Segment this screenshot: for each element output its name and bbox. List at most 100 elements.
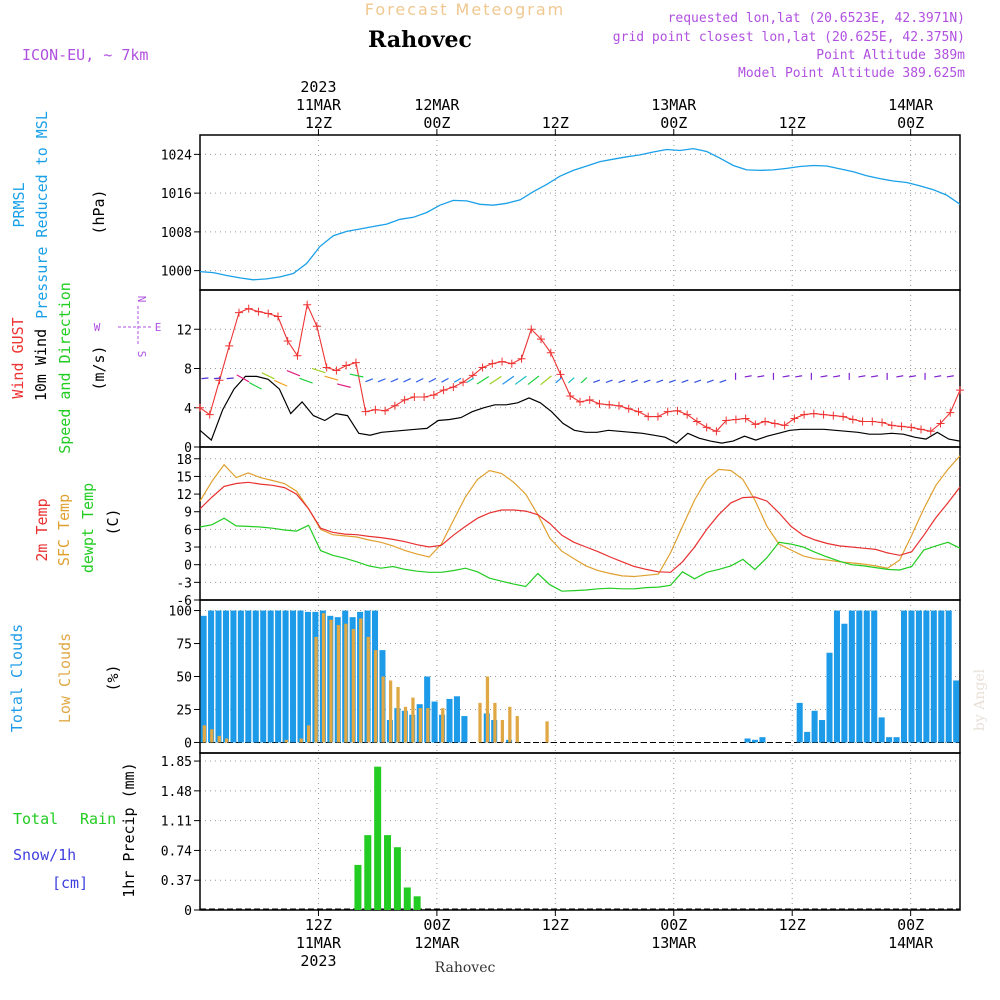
total-cloud-bar [893,737,900,743]
gust-point [663,407,672,416]
gridpoint-coords: grid point closest lon,lat (20.625E, 42.… [613,30,965,45]
low-cloud-bar [388,680,393,743]
gust-point [507,359,516,368]
precip-snow-label: Snow/1h [13,846,76,864]
wind-ytick-label: 0 [184,441,192,456]
total-cloud-bar [908,610,915,743]
wind-arrow [757,375,765,378]
gust-point [205,410,214,419]
temp-ytick-label: -3 [176,576,192,591]
total-cloud-bar [290,610,297,743]
direction-label: Speed and Direction [56,282,74,454]
gust-point [537,335,546,344]
dewpt-label: dewpt Temp [79,483,97,573]
low-clouds-label: Low Clouds [56,633,74,723]
total-cloud-bar [744,738,751,743]
gust-point [595,399,604,408]
wind-arrow [226,377,234,380]
total-cloud-bar [446,698,453,743]
wind-arrow [681,379,689,384]
low-cloud-bar [336,625,341,743]
precip-bar [374,766,382,910]
total-cloud-bar [945,610,952,743]
total-cloud-bar [275,610,282,743]
pressure-unit: (hPa) [90,189,108,234]
low-cloud-bar [426,708,430,743]
total-cloud-bar [215,610,222,743]
temp-panel: -6 -3 0 3 6 9 12 15 18 [176,446,961,609]
wind-unit: (m/s) [90,345,108,390]
low-cloud-bar [545,721,549,743]
gust-point [410,392,419,401]
total-cloud-bar [804,731,811,743]
wind-arrow [324,375,339,381]
wind-arrow [299,377,313,384]
model-label: ICON-EU, ~ 7km [22,46,148,64]
low-cloud-bar [210,729,214,743]
compass-w: W [94,321,101,334]
wind-arrow [377,378,386,383]
gust-point [634,407,643,416]
top-tick-label: 13MAR [651,96,697,114]
temp-ytick-label: 9 [184,506,192,521]
gust-point [459,378,468,387]
low-cloud-bar [299,738,303,743]
gust-point [342,361,351,370]
gust-label: Wind GUST [9,317,27,398]
precip-ytick-label: 0.37 [161,874,192,889]
wind-arrow [236,374,250,383]
top-tick-label: 14MAR [888,96,934,114]
bottom-tick-label: 00Z [897,916,924,934]
total-cloud-bar [461,716,468,743]
low-cloud-bar [307,725,311,743]
gust-point [692,417,701,426]
wind-arrow [514,375,527,385]
watermark: by Angel [972,668,988,731]
total-cloud-bar [751,739,759,743]
gust-point [478,363,487,372]
gust-point [907,423,916,432]
wind-arrow [820,375,828,378]
low-cloud-bar [366,636,370,743]
precip-rain-label: Rain [80,810,116,828]
gust-point [683,410,692,419]
low-cloud-bar [314,636,318,743]
wind-arrow [934,375,942,378]
wind-ytick-label: 4 [184,402,192,417]
temp-frame [199,446,961,601]
gust-point [381,406,390,415]
temp-unit: (C) [104,508,122,535]
total-cloud-bar [297,610,304,743]
gust-point [215,376,224,385]
bottom-tick-label: 2023 [300,952,336,970]
product-title: Forecast Meteogram [365,0,565,19]
clouds-ytick-label: 0 [184,736,192,751]
gust-point [273,312,282,321]
gust-point [546,348,555,357]
wind-arrow [908,375,916,378]
wind-label: 10m Wind [32,329,50,401]
t2m-label: 2m Temp [33,498,51,561]
total-cloud-bar [848,610,855,743]
wind-arrow [744,375,752,378]
wind-arrow [453,377,462,383]
requested-coords: requested lon,lat (20.6523E, 42.3971N) [668,11,965,26]
clouds-ytick-label: 50 [176,671,192,686]
precip-bar [403,887,411,910]
wind-arrow [502,375,515,385]
wind-arrow [201,377,209,380]
wind-arrow [593,379,601,384]
wind-arrow [555,377,563,384]
compass-n: N [135,296,148,303]
wind-ytick-label: 12 [176,323,192,338]
low-cloud-bar [359,618,363,743]
bottom-tick-label: 12MAR [414,934,460,952]
low-cloud-bar [351,629,355,743]
temp-ytick-label: 18 [176,453,192,468]
wind-arrow [415,377,424,383]
wind-arrow [833,375,841,378]
gust-point [839,412,848,421]
total-cloud-bar [819,720,826,743]
gust-point [868,417,877,426]
